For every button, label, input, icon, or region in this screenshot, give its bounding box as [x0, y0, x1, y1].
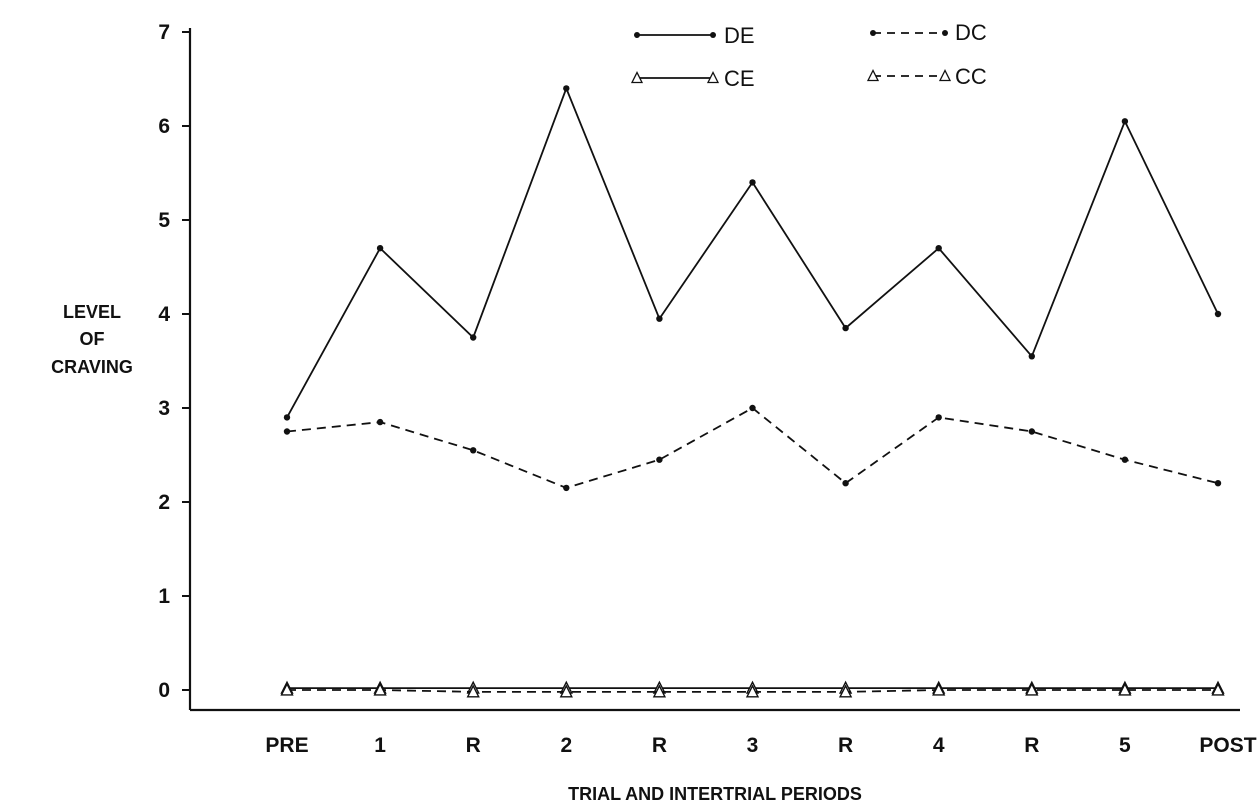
series-lines — [280, 85, 1225, 698]
legend-swatch-marker — [942, 30, 948, 36]
data-point-dc — [470, 447, 477, 454]
x-tick-label: R — [1024, 734, 1039, 757]
data-point-de — [1214, 310, 1222, 318]
data-point-dc — [283, 428, 291, 435]
y-tick-label: 0 — [158, 679, 170, 702]
data-point-de — [283, 414, 291, 421]
x-tick-label: 2 — [560, 734, 572, 757]
legend-item-de: DE — [634, 23, 755, 48]
legend-swatch-marker — [634, 32, 640, 38]
y-tick-label: 6 — [158, 115, 170, 138]
series-dc — [283, 404, 1222, 492]
y-axis-label-line: LEVEL — [63, 302, 121, 322]
y-tick-label: 1 — [158, 585, 170, 608]
series-de — [283, 85, 1222, 421]
y-axis-label: LEVEL OF CRAVING — [51, 302, 133, 377]
y-ticks: 0 1 2 3 4 5 6 7 — [158, 21, 190, 702]
data-point-cc — [838, 684, 853, 698]
y-axis-label-line: OF — [80, 329, 105, 349]
y-tick-label: 4 — [158, 303, 170, 326]
x-tick-label: POST — [1199, 734, 1256, 757]
x-tick-label: R — [838, 734, 853, 757]
data-point-dc — [1028, 428, 1036, 435]
x-ticks: PRE 1 R 2 R 3 R 4 R 5 POST — [265, 734, 1256, 757]
data-point-cc — [1211, 682, 1225, 696]
legend-label: CE — [724, 66, 755, 91]
legend-item-ce: CE — [630, 66, 755, 91]
legend-swatch-marker — [870, 30, 876, 36]
data-point-dc — [749, 404, 756, 412]
legend-swatch-marker — [710, 32, 716, 38]
legend: DE DC CE CC — [630, 20, 987, 91]
legend-swatch-marker — [630, 71, 644, 84]
x-tick-label: 5 — [1119, 734, 1131, 757]
data-point-cc — [932, 682, 946, 696]
data-point-dc — [842, 480, 849, 487]
data-point-de — [376, 245, 384, 252]
data-point-dc — [563, 484, 570, 492]
data-point-de — [842, 324, 849, 332]
legend-swatch-marker — [938, 69, 952, 82]
data-point-cc — [652, 684, 667, 698]
data-point-de — [1121, 118, 1129, 125]
data-point-cc — [1118, 682, 1132, 696]
axes — [188, 28, 1240, 712]
data-point-de — [563, 85, 570, 92]
legend-item-cc: CC — [866, 64, 987, 89]
y-tick-label: 5 — [158, 209, 170, 232]
data-point-de — [1028, 353, 1036, 360]
series-line-de — [286, 85, 1219, 418]
data-point-de — [470, 334, 477, 341]
x-tick-label: 1 — [374, 734, 386, 757]
legend-label: DC — [955, 20, 987, 45]
x-axis-label: TRIAL AND INTERTRIAL PERIODS — [568, 784, 862, 804]
series-line-dc — [286, 406, 1219, 489]
data-point-cc — [1025, 682, 1039, 696]
legend-label: CC — [955, 64, 987, 89]
data-point-cc — [373, 682, 387, 696]
series-cc — [280, 682, 1225, 698]
x-tick-label: PRE — [265, 734, 308, 757]
x-tick-label: R — [466, 734, 481, 757]
data-point-cc — [466, 684, 480, 698]
data-point-cc — [280, 682, 294, 696]
y-tick-label: 3 — [158, 397, 170, 420]
data-point-de — [749, 179, 756, 186]
data-point-de — [656, 315, 663, 322]
data-point-de — [935, 245, 942, 252]
legend-swatch-marker — [706, 71, 720, 84]
x-tick-label: 3 — [747, 734, 759, 757]
x-tick-label: R — [652, 734, 667, 757]
data-point-cc — [745, 684, 760, 698]
legend-item-dc: DC — [870, 20, 987, 45]
x-tick-label: 4 — [933, 734, 945, 757]
data-point-dc — [1121, 456, 1129, 463]
y-axis-label-line: CRAVING — [51, 357, 133, 377]
legend-label: DE — [724, 23, 755, 48]
legend-swatch-marker — [866, 69, 880, 82]
data-point-dc — [656, 456, 663, 463]
data-point-dc — [376, 418, 384, 426]
data-point-dc — [1214, 480, 1222, 487]
y-tick-label: 2 — [158, 491, 170, 514]
y-tick-label: 7 — [158, 21, 170, 44]
data-point-dc — [935, 414, 942, 421]
data-point-cc — [559, 684, 573, 698]
